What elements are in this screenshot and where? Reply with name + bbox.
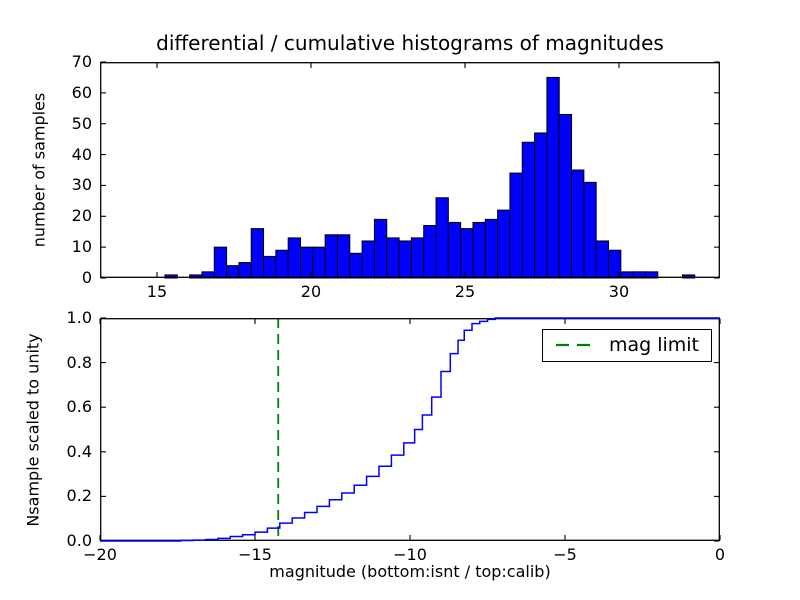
histogram-bar — [435, 197, 449, 279]
histogram-bar — [644, 271, 659, 279]
x-tick-label: 25 — [454, 282, 476, 301]
histogram-bar — [336, 234, 351, 279]
legend-dashed-line-sample — [555, 343, 596, 347]
figure-title: differential / cumulative histograms of … — [156, 31, 664, 55]
histogram-bar — [447, 221, 462, 279]
y-tick-label: 60 — [71, 82, 92, 102]
histogram-bar — [275, 249, 289, 279]
histogram-bar — [608, 249, 622, 279]
bottom-axes-cumulative-histogram: Nsample scaled to unity magnitude (botto… — [24, 309, 726, 582]
y-tick-label: 20 — [71, 206, 92, 226]
histogram-bar — [287, 237, 302, 279]
differential-histogram-plot — [100, 61, 720, 279]
y-tick-label: 10 — [71, 237, 92, 257]
histogram-bar — [263, 255, 277, 279]
histogram-bar — [484, 218, 499, 279]
histogram-bar — [509, 172, 523, 279]
histogram-bar — [324, 234, 338, 279]
x-tick-label: 0 — [714, 545, 726, 564]
histogram-bar — [497, 209, 511, 279]
cumulative-step-curve — [100, 317, 720, 542]
histogram-bar — [472, 221, 486, 279]
y-tick-label: 0.6 — [66, 397, 92, 417]
x-axis-label: magnitude (bottom:isnt / top:calib) — [269, 562, 551, 581]
histogram-bar — [373, 218, 388, 279]
x-tick-label: 15 — [146, 282, 168, 301]
y-tick-label: 0.0 — [66, 531, 92, 550]
x-tick-label: −5 — [553, 545, 577, 564]
x-tick-label: 20 — [300, 282, 322, 301]
y-tick-label: 1.0 — [66, 308, 92, 327]
histogram-bar — [312, 246, 326, 279]
histogram-bar — [349, 252, 363, 279]
histogram-bar — [546, 76, 560, 279]
histogram-bar — [238, 262, 252, 279]
y-tick-label: 50 — [71, 113, 92, 133]
histogram-bar — [386, 237, 400, 279]
histogram-bar — [571, 169, 585, 279]
histogram-bar — [226, 265, 240, 279]
histogram-bar — [423, 225, 437, 279]
y-tick-label: 40 — [71, 144, 92, 164]
y-tick-label: 0.2 — [66, 486, 92, 506]
histogram-bar — [164, 274, 178, 279]
histogram-bar — [213, 246, 228, 279]
legend: mag limit — [541, 329, 712, 362]
y-tick-label: 0 — [81, 268, 92, 287]
histogram-bar — [250, 228, 265, 279]
histogram-bar — [534, 132, 548, 279]
y-tick-label: 30 — [71, 175, 92, 195]
x-tick-label: −10 — [393, 545, 427, 564]
legend-label: mag limit — [608, 334, 699, 356]
x-tick-label: −15 — [238, 545, 272, 564]
histogram-bar — [583, 181, 597, 279]
top-axes-differential-histogram: number of samples 15 20 25 30 0 10 20 30 40 50 60 7… — [30, 53, 720, 301]
cumulative-histogram-plot — [99, 317, 721, 542]
histogram-bar — [521, 141, 536, 279]
histogram-bar — [681, 274, 696, 279]
axes-frame — [100, 62, 720, 278]
histogram-bar — [410, 237, 425, 279]
histogram-bar — [460, 228, 474, 279]
x-tick-label: 30 — [608, 282, 630, 301]
histogram-bar — [398, 240, 412, 279]
y-tick-label: 0.8 — [66, 352, 92, 372]
x-tick-label: −20 — [83, 545, 117, 564]
y-tick-label: 70 — [71, 52, 92, 71]
histogram-bar — [595, 240, 610, 279]
y-tick-label: 0.4 — [66, 441, 92, 461]
histogram-bar — [558, 113, 573, 279]
histogram-bar — [361, 240, 375, 279]
